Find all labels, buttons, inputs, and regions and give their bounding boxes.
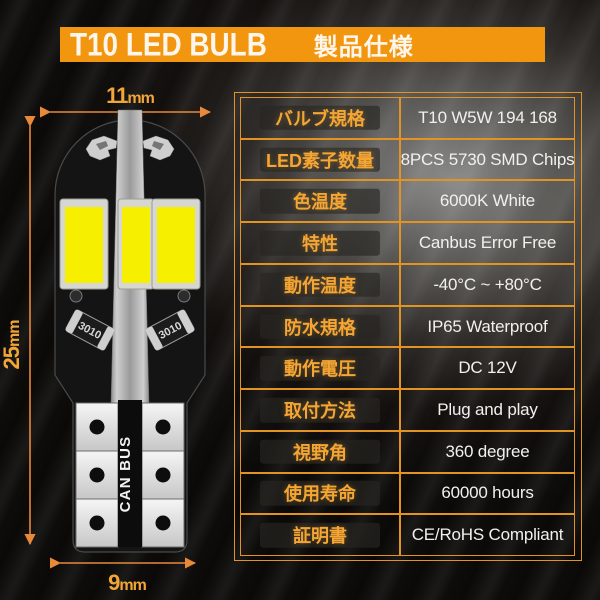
svg-text:9mm: 9mm: [108, 570, 146, 595]
svg-text:11mm: 11mm: [106, 83, 154, 108]
svg-text:CAN BUS: CAN BUS: [117, 436, 134, 513]
svg-text:25mm: 25mm: [0, 320, 24, 370]
